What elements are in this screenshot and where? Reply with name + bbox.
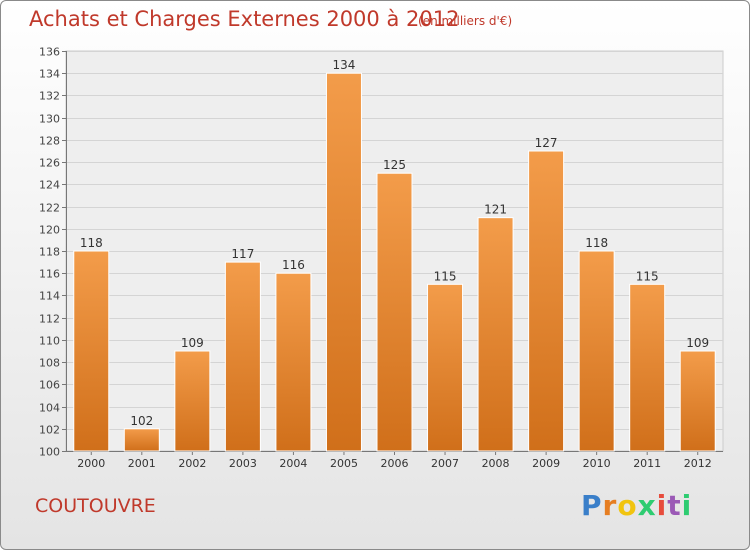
- data-label: 102: [130, 414, 153, 428]
- data-label: 118: [585, 236, 608, 250]
- y-tick-label: 118: [39, 246, 60, 259]
- y-tick-label: 136: [39, 46, 60, 59]
- y-tick-label: 116: [39, 268, 60, 281]
- bar-2005: [325, 72, 362, 452]
- logo-letter: r: [602, 489, 618, 522]
- bar-2011: [629, 283, 666, 452]
- proxiti-logo: Proxiti: [581, 489, 692, 522]
- logo-letter: t: [667, 489, 682, 522]
- y-tick-label: 100: [39, 446, 60, 459]
- data-label: 115: [434, 269, 457, 283]
- x-tick-label: 2002: [178, 457, 206, 470]
- data-label: 134: [333, 58, 356, 72]
- y-tick-label: 122: [39, 202, 60, 215]
- y-tick-label: 112: [39, 313, 60, 326]
- y-tick-label: 104: [39, 402, 60, 415]
- data-label: 115: [636, 269, 659, 283]
- x-tick-label: 2001: [128, 457, 156, 470]
- data-label: 127: [535, 136, 558, 150]
- chart-title: Achats et Charges Externes 2000 à 2012: [29, 7, 460, 31]
- logo-letter: x: [637, 489, 657, 522]
- y-tick-label: 124: [39, 179, 60, 192]
- y-tick-label: 132: [39, 90, 60, 103]
- data-label: 116: [282, 258, 305, 272]
- x-tick-label: 2010: [583, 457, 611, 470]
- data-label: 109: [181, 336, 204, 350]
- bar-2003: [224, 261, 261, 452]
- x-tick-label: 2004: [279, 457, 307, 470]
- x-tick-label: 2009: [532, 457, 560, 470]
- bar-2010: [578, 250, 615, 452]
- commune-name: COUTOUVRE: [35, 495, 156, 517]
- x-tick-label: 2003: [229, 457, 257, 470]
- data-label: 117: [231, 247, 254, 261]
- x-tick-label: 2000: [77, 457, 105, 470]
- logo-letter: i: [656, 489, 668, 522]
- bar-2000: [73, 250, 110, 452]
- logo-letter: i: [681, 489, 693, 522]
- y-tick-label: 120: [39, 224, 60, 237]
- x-tick-label: 2007: [431, 457, 459, 470]
- bar-2006: [376, 172, 413, 452]
- y-tick-label: 110: [39, 335, 60, 348]
- x-tick-label: 2008: [482, 457, 510, 470]
- data-label: 125: [383, 158, 406, 172]
- bar-2001: [123, 428, 160, 452]
- x-tick-label: 2012: [684, 457, 712, 470]
- bar-2002: [174, 350, 211, 452]
- y-tick-label: 128: [39, 135, 60, 148]
- x-tick-label: 2011: [633, 457, 661, 470]
- bar-2012: [679, 350, 716, 452]
- bar-2009: [528, 150, 565, 452]
- bar-2008: [477, 217, 514, 452]
- x-tick-label: 2006: [381, 457, 409, 470]
- bar-2004: [275, 272, 312, 452]
- x-tick-label: 2005: [330, 457, 358, 470]
- chart-subtitle: (en milliers d'€): [418, 14, 513, 28]
- y-tick-label: 134: [39, 68, 60, 81]
- y-tick-label: 114: [39, 290, 60, 303]
- y-tick-label: 102: [39, 424, 60, 437]
- y-tick-label: 126: [39, 157, 60, 170]
- logo-letter: P: [581, 489, 603, 522]
- bar-2007: [427, 283, 464, 452]
- data-label: 121: [484, 203, 507, 217]
- y-tick-label: 108: [39, 357, 60, 370]
- data-label: 109: [686, 336, 709, 350]
- y-tick-label: 106: [39, 379, 60, 392]
- logo-letter: o: [617, 489, 638, 522]
- data-label: 118: [80, 236, 103, 250]
- y-tick-label: 130: [39, 113, 60, 126]
